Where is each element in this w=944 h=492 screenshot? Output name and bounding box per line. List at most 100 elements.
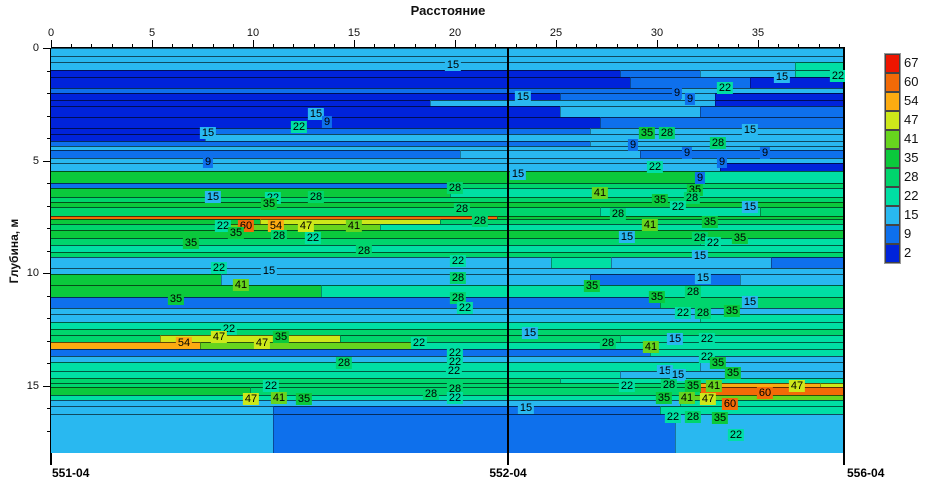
legend-color-column	[884, 53, 901, 264]
contour-band	[51, 183, 450, 189]
contour-band	[660, 406, 845, 415]
contour-label: 22	[262, 380, 280, 392]
legend-value-label: 28	[904, 169, 919, 184]
contour-band	[200, 342, 421, 350]
x-axis-title: Расстояние	[410, 3, 486, 18]
contour-label: 22	[674, 307, 692, 319]
x-tick	[717, 44, 719, 48]
x-tick	[475, 44, 477, 48]
contour-band	[51, 77, 630, 89]
contour-band	[51, 230, 845, 239]
contour-label: 22	[214, 220, 232, 232]
contour-band	[51, 188, 450, 198]
x-tick	[495, 44, 497, 48]
contour-label: 28	[355, 245, 373, 257]
contour-label: 47	[253, 337, 271, 349]
y-tick	[43, 160, 51, 162]
contour-label: 35	[684, 380, 702, 392]
contour-label: 22	[410, 337, 428, 349]
contour-band	[51, 378, 560, 384]
contour-band	[650, 349, 845, 357]
electrode-line-stub	[50, 453, 52, 465]
contour-band	[51, 395, 680, 401]
contour-label: 28	[694, 307, 712, 319]
y-tick	[47, 363, 51, 364]
contour-label: 22	[446, 392, 464, 404]
y-tick	[47, 183, 51, 184]
x-tick-label: 15	[347, 27, 361, 39]
contour-label: 22	[445, 365, 463, 377]
contour-band	[160, 335, 341, 343]
contour-band	[51, 245, 845, 253]
contour-label: 41	[345, 220, 363, 232]
x-tick	[152, 40, 153, 48]
y-tick-label: 10	[26, 267, 39, 279]
x-tick	[273, 44, 275, 48]
legend-color-cell	[885, 92, 900, 111]
contour-band	[51, 285, 321, 298]
contour-label: 41	[270, 392, 288, 404]
contour-band	[51, 88, 680, 94]
contour-label: 15	[444, 59, 462, 71]
contour-label: 35	[711, 412, 729, 424]
contour-label: 22	[210, 262, 228, 274]
contour-label: 41	[642, 341, 660, 353]
contour-label: 22	[716, 82, 734, 94]
x-tick	[515, 44, 517, 48]
contour-label: 28	[609, 208, 627, 220]
contour-band	[51, 383, 700, 388]
contour-label: 28	[658, 127, 676, 139]
x-tick	[374, 44, 376, 48]
contour-band	[250, 387, 701, 396]
contour-label: 22	[829, 70, 845, 82]
y-tick	[47, 205, 51, 207]
contour-label: 15	[741, 124, 759, 136]
contour-label: 9	[671, 87, 683, 99]
contour-label: 22	[698, 333, 716, 345]
x-tick	[616, 44, 618, 48]
contour-label: 28	[422, 388, 440, 400]
y-tick	[47, 408, 51, 409]
x-tick	[51, 40, 52, 48]
contour-label: 9	[202, 156, 214, 168]
contour-band	[51, 219, 260, 225]
contour-band	[51, 322, 845, 330]
contour-label: 22	[646, 161, 664, 173]
contour-label: 15	[307, 108, 325, 120]
contour-label: 28	[453, 203, 471, 215]
x-tick	[455, 40, 456, 48]
legend-color-cell	[885, 130, 900, 149]
y-tick	[47, 250, 51, 252]
contour-label: 35	[648, 291, 666, 303]
contour-band	[51, 274, 221, 286]
legend-color-cell	[885, 73, 900, 92]
contour-band	[380, 224, 845, 231]
x-tick	[333, 44, 335, 48]
contour-label: 28	[684, 286, 702, 298]
y-tick	[47, 138, 51, 139]
y-tick	[43, 273, 51, 274]
legend-color-cell	[885, 206, 900, 225]
contour-band	[51, 406, 273, 415]
contour-band	[560, 378, 845, 384]
contour-band	[460, 150, 641, 159]
contour-label: 15	[741, 201, 759, 213]
contour-label: 41	[705, 380, 723, 392]
legend-color-cell	[885, 225, 900, 244]
y-tick	[43, 385, 51, 387]
contour-band	[675, 414, 845, 453]
x-tick	[818, 44, 820, 48]
contour-plot: 15 15 22 22 9 15 9 15 9 22 15 35 28 15 28 9 9 9 9 22 9 15 9 28 4…	[51, 48, 845, 453]
legend-color-cell	[885, 244, 900, 263]
contour-label: 35	[655, 392, 673, 404]
legend-value-label: 22	[904, 188, 919, 203]
legend-color-cell	[885, 187, 900, 206]
x-tick-label: 0	[47, 27, 55, 39]
contour-band	[273, 414, 676, 453]
contour-label: 41	[641, 219, 659, 231]
contour-band	[51, 62, 795, 71]
contour-band	[51, 268, 845, 275]
legend-value-label: 47	[904, 112, 919, 127]
y-tick	[43, 48, 51, 49]
